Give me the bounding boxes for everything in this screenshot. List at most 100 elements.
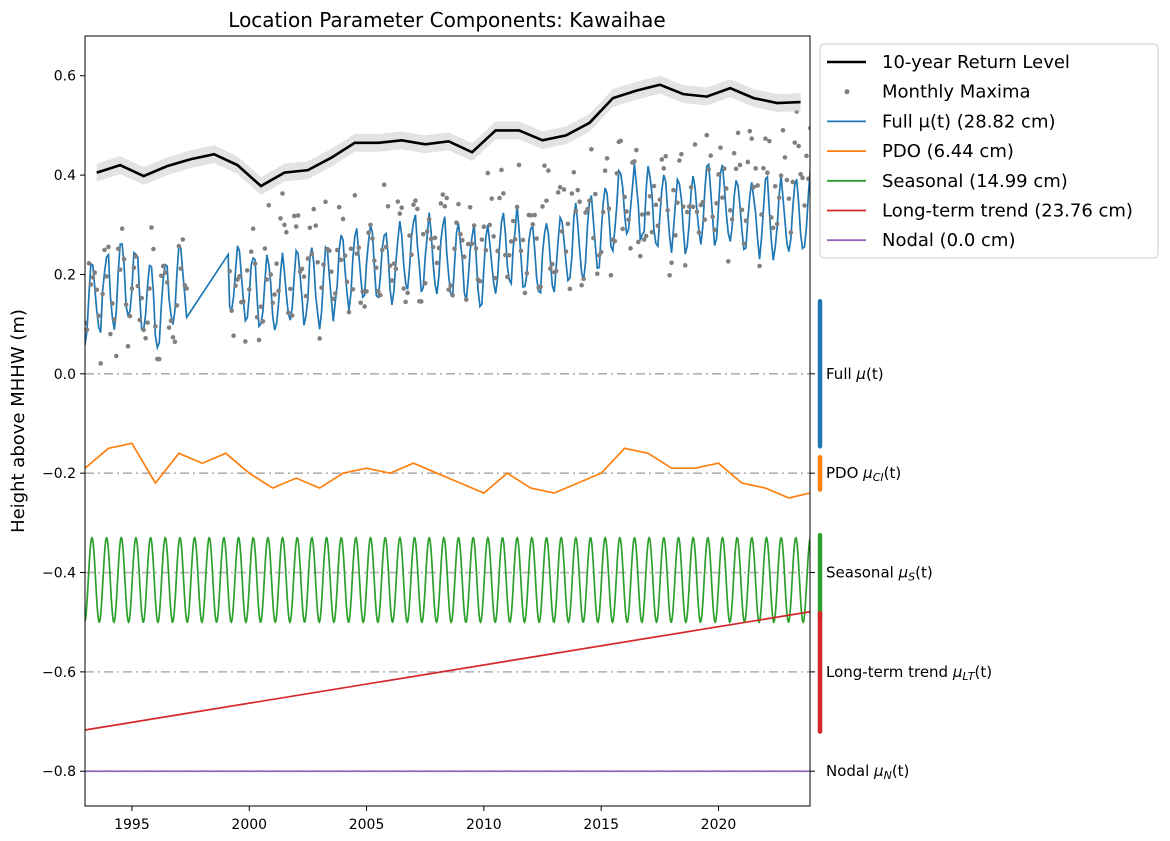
monthly-max-point — [90, 275, 96, 280]
monthly-max-point — [684, 209, 690, 215]
monthly-max-point — [655, 223, 661, 229]
monthly-max-point — [636, 239, 641, 245]
monthly-max-point — [618, 138, 624, 144]
monthly-max-point — [151, 246, 156, 252]
monthly-max-point — [413, 198, 418, 203]
monthly-max-point — [800, 175, 805, 181]
monthly-max-point — [675, 200, 680, 205]
x-tick-label: 2010 — [466, 817, 502, 833]
monthly-max-point — [749, 136, 755, 141]
monthly-max-point — [374, 265, 379, 271]
monthly-max-point — [712, 227, 717, 233]
monthly-max-point — [559, 229, 565, 234]
monthly-max-point — [593, 191, 598, 197]
component-annotations: Full μ(t) PDO μCI(t) Seasonal μS(t) Long-te… — [810, 299, 992, 782]
monthly-max-point — [622, 194, 627, 200]
monthly-max-point — [546, 168, 551, 173]
monthly-max-point — [765, 170, 770, 176]
monthly-max-point — [788, 230, 794, 235]
monthly-max-point — [262, 246, 268, 251]
monthly-max-point — [542, 163, 547, 168]
monthly-max-point — [317, 336, 322, 341]
monthly-max-point — [145, 320, 150, 325]
monthly-max-point — [628, 246, 633, 251]
monthly-max-point — [581, 276, 586, 282]
monthly-max-point — [733, 166, 739, 172]
monthly-max-point — [158, 273, 164, 279]
legend-label: Nodal (0.0 cm) — [882, 230, 1015, 251]
monthly-max-point — [381, 182, 387, 188]
monthly-max-point — [489, 196, 494, 201]
monthly-max-point — [350, 286, 356, 292]
monthly-max-point — [377, 292, 383, 298]
monthly-max-point — [147, 286, 152, 291]
monthly-max-point — [753, 166, 758, 171]
monthly-max-point — [280, 191, 285, 196]
monthly-max-point — [258, 304, 264, 310]
monthly-max-point — [565, 221, 571, 227]
monthly-max-point — [493, 275, 498, 281]
monthly-max-point — [383, 244, 389, 250]
monthly-max-point — [342, 253, 348, 258]
monthly-max-point — [180, 237, 186, 242]
monthly-max-point — [651, 183, 657, 189]
monthly-max-point — [624, 209, 629, 214]
monthly-max-point — [587, 198, 592, 204]
monthly-max-point — [682, 263, 688, 268]
monthly-max-point — [538, 284, 543, 290]
monthly-max-point — [471, 223, 477, 228]
monthly-max-point — [790, 179, 796, 185]
component-label: Nodal μN(t) — [826, 762, 909, 782]
monthly-max-point — [362, 304, 367, 309]
monthly-max-point — [241, 299, 246, 304]
monthly-max-point — [463, 297, 469, 302]
monthly-max-point — [690, 204, 696, 210]
monthly-max-point — [481, 224, 487, 230]
monthly-max-point — [741, 241, 747, 247]
monthly-max-point — [686, 204, 692, 209]
monthly-max-point — [315, 259, 320, 265]
monthly-max-point — [598, 249, 604, 255]
axes: 1995 2000 2005 2010 2015 2020 −0.8 −0.6 −0.4 −0.2… — [42, 35, 811, 833]
monthly-max-point — [237, 274, 242, 279]
monthly-max-point — [143, 335, 148, 341]
monthly-max-point — [286, 310, 291, 316]
monthly-max-point — [102, 247, 107, 253]
monthly-max-point — [401, 286, 407, 291]
monthly-max-point — [751, 184, 756, 190]
monthly-max-point — [268, 272, 274, 277]
monthly-max-point — [761, 165, 766, 171]
monthly-max-point — [530, 222, 536, 227]
chart-title: Location Parameter Components: Kawaihae — [228, 8, 665, 32]
monthly-max-point — [129, 286, 135, 291]
monthly-max-point — [299, 266, 305, 272]
monthly-max-point — [780, 127, 786, 133]
monthly-max-point — [86, 260, 92, 266]
monthly-max-point — [497, 195, 502, 201]
monthly-max-point — [248, 249, 254, 255]
monthly-max-point — [594, 271, 600, 277]
monthly-max-point — [434, 260, 440, 266]
monthly-max-point — [415, 206, 420, 212]
monthly-max-point — [704, 132, 710, 138]
monthly-max-point — [274, 261, 279, 266]
y-tick-label: −0.2 — [42, 466, 76, 482]
monthly-max-point — [305, 256, 311, 261]
monthly-max-point — [743, 218, 749, 224]
monthly-max-point — [563, 249, 569, 254]
legend-label: Seasonal (14.99 cm) — [882, 171, 1068, 192]
monthly-max-point — [106, 244, 111, 250]
plot-frame — [84, 35, 811, 807]
monthly-max-point — [368, 222, 373, 228]
monthly-max-point — [763, 136, 768, 141]
monthly-max-point — [671, 187, 676, 193]
monthly-max-point — [88, 282, 94, 287]
monthly-max-point — [428, 236, 434, 242]
monthly-max-point — [757, 263, 762, 269]
monthly-max-point — [372, 258, 377, 263]
monthly-max-point — [505, 274, 510, 280]
monthly-max-point — [319, 285, 324, 291]
monthly-max-point — [774, 221, 780, 227]
monthly-max-point — [688, 184, 694, 190]
